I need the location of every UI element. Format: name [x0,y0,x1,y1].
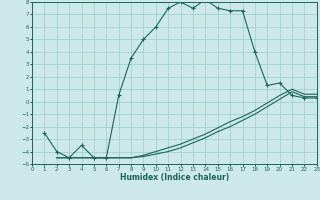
X-axis label: Humidex (Indice chaleur): Humidex (Indice chaleur) [120,173,229,182]
